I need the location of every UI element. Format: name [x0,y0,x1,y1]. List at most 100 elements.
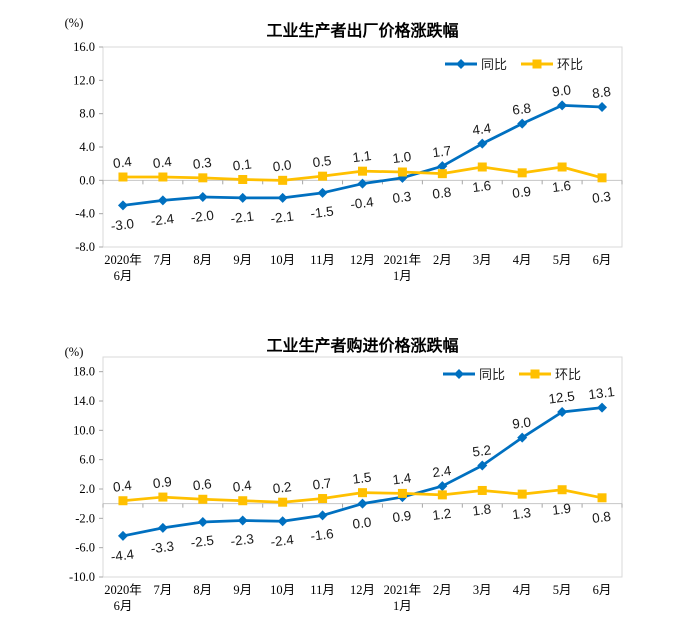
mom-data-point-marker [597,173,607,183]
y-axis-unit-label: (%) [65,16,84,30]
x-axis-label: 2020年 [104,583,142,597]
x-axis-label: 2月 [433,583,452,597]
legend-yoy-label: 同比 [479,367,505,382]
mom-data-point-label: 1.1 [352,148,372,165]
mom-data-point-label: 1.3 [511,505,531,522]
yoy-data-point-marker [237,515,248,526]
mom-data-point-label: 1.6 [471,178,491,195]
mom-data-point-marker [118,496,128,506]
yoy-data-point-marker [597,402,608,413]
x-axis-label: 6月 [114,269,133,283]
ppi-purchase-price-chart: 18.0 14.0 10.0 6.0 2.0 -2.0 -6.0 -10.0 2020年 6月 7月… [65,336,623,613]
mom-data-point-label: 0.9 [511,184,531,201]
x-axis-label: 10月 [270,253,295,267]
yoy-data-point-marker [357,178,368,189]
yoy-data-point-label: -0.4 [349,194,374,212]
mom-data-point-marker [278,175,288,185]
yoy-data-point-marker [277,516,288,527]
x-axis-label: 4月 [513,253,532,267]
y-axis-tick-label: 6.0 [79,453,95,467]
mom-data-point-label: 0.6 [192,476,212,493]
yoy-data-point-label: 0.3 [392,189,412,206]
y-axis-tick-label: -8.0 [75,240,95,254]
mom-data-point-marker [477,162,487,172]
x-axis-label: 6月 [593,253,612,267]
mom-data-point-label: 0.9 [152,474,172,491]
mom-data-point-label: 0.5 [312,153,332,170]
mom-data-point-marker [597,493,607,503]
x-axis-label: 8月 [193,583,212,597]
yoy-data-point-label: 4.4 [471,121,492,138]
legend-item-mom: 环比 [519,367,581,382]
plot-area-frame [102,356,623,578]
mom-data-point-label: 1.6 [551,178,571,195]
mom-data-point-marker [517,168,527,178]
mom-data-point-label: 0.4 [232,478,253,495]
x-axis-label: 3月 [473,253,492,267]
x-axis-label: 2020年 [104,253,142,267]
y-axis-tick-label: 10.0 [73,423,95,437]
mom-data-point-label: 0.4 [112,154,133,171]
yoy-data-point-label: -4.4 [110,547,135,565]
yoy-data-point-marker [197,192,208,202]
legend-mom-label: 环比 [557,57,583,72]
mom-data-point-marker [358,166,367,176]
mom-data-point-marker [158,172,168,182]
yoy-data-point-marker [357,498,368,509]
y-axis-tick-label: 2.0 [79,482,95,496]
y-axis-tick-label: -6.0 [75,541,95,555]
yoy-data-point-marker [557,100,568,111]
legend-mom-marker-icon [530,369,540,379]
yoy-data-point-marker [517,118,528,129]
yoy-data-point-label: -2.1 [230,209,255,227]
mom-data-point-marker [397,488,407,498]
mom-data-point-marker [477,485,487,495]
yoy-data-point-label: 2.4 [432,463,453,480]
x-axis-label: 11月 [310,583,335,597]
x-axis-label: 5月 [553,253,572,267]
x-axis-label: 3月 [473,583,492,597]
mom-data-point-marker [158,492,168,502]
yoy-data-point-label: 8.8 [591,84,611,101]
y-axis-tick-label: 16.0 [73,40,95,54]
mom-data-point-label: 0.2 [272,479,292,496]
y-axis-tick-label: -4.0 [75,207,95,221]
mom-data-point-marker [238,175,248,184]
yoy-data-point-marker [117,530,128,541]
x-axis-label: 11月 [310,253,335,267]
y-axis-tick-label: 0.0 [79,173,95,187]
mom-data-point-marker [118,172,128,182]
yoy-data-point-marker [117,200,128,211]
x-axis-label: 2月 [433,253,452,267]
mom-data-point-label: 1.5 [352,470,372,487]
mom-data-point-marker [318,171,328,181]
yoy-data-point-label: -1.6 [310,526,335,544]
yoy-data-point-label: -3.0 [110,216,135,234]
yoy-data-point-marker [437,161,448,172]
x-axis-label: 10月 [270,583,295,597]
x-axis-label: 2021年 [384,583,422,597]
yoy-data-point-marker [597,102,608,112]
x-axis-label: 12月 [350,253,375,267]
mom-data-point-marker [557,162,567,172]
yoy-data-point-label: 9.0 [551,82,571,99]
yoy-data-point-label: 12.5 [548,388,576,406]
y-axis-tick-label: 18.0 [73,365,95,379]
mom-data-point-marker [437,490,447,500]
yoy-data-point-label: 6.8 [511,101,531,118]
yoy-data-point-label: -2.4 [150,211,175,229]
ppi-factory-price-chart: 16.0 12.0 8.0 4.0 0.0 -4.0 -8.0 2020年 6月 7月 8月 9月 10… [65,16,623,283]
yoy-data-point-label: -2.5 [190,533,215,551]
legend-mom-marker-icon [532,59,542,69]
legend-item-yoy: 同比 [445,57,507,72]
yoy-data-point-label: 0.0 [352,515,372,532]
legend-yoy-marker-icon [454,369,464,379]
x-axis-label: 8月 [193,253,212,267]
yoy-data-point-label: 1.7 [432,143,452,160]
yoy-data-point-marker [317,510,328,521]
yoy-data-point-label: 13.1 [588,384,616,402]
yoy-data-point-label: 9.0 [511,415,531,432]
chart-title: 工业生产者出厂价格涨跌幅 [266,21,458,40]
yoy-data-point-marker [197,517,208,527]
